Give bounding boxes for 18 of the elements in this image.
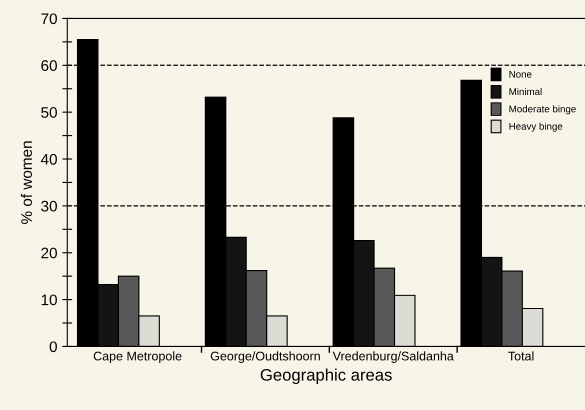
- legend-label: Heavy binge: [509, 122, 562, 132]
- x-axis-title: Geographic areas: [260, 368, 392, 384]
- legend-label: Moderate binge: [509, 105, 576, 114]
- legend-label: Minimal: [509, 88, 542, 96]
- y-tick-label: 40: [40, 154, 57, 165]
- x-tick-label: Cape Metropole: [94, 351, 182, 363]
- legend-label: None: [509, 70, 532, 78]
- y-axis-title: % of women: [20, 141, 32, 224]
- y-tick-label: 10: [42, 294, 57, 306]
- y-tick-label: 30: [41, 200, 57, 212]
- y-tick-label: 70: [41, 13, 57, 24]
- x-tick-label: George/Oudtshoorn: [210, 351, 320, 363]
- x-tick-label: Vredenburg/Saldanha: [332, 351, 454, 363]
- y-tick-label: 20: [41, 248, 57, 258]
- y-tick-label: 60: [41, 60, 57, 71]
- x-tick-label: Total: [508, 351, 534, 360]
- y-tick-label: 0: [50, 341, 57, 352]
- y-tick-label: 50: [41, 107, 57, 118]
